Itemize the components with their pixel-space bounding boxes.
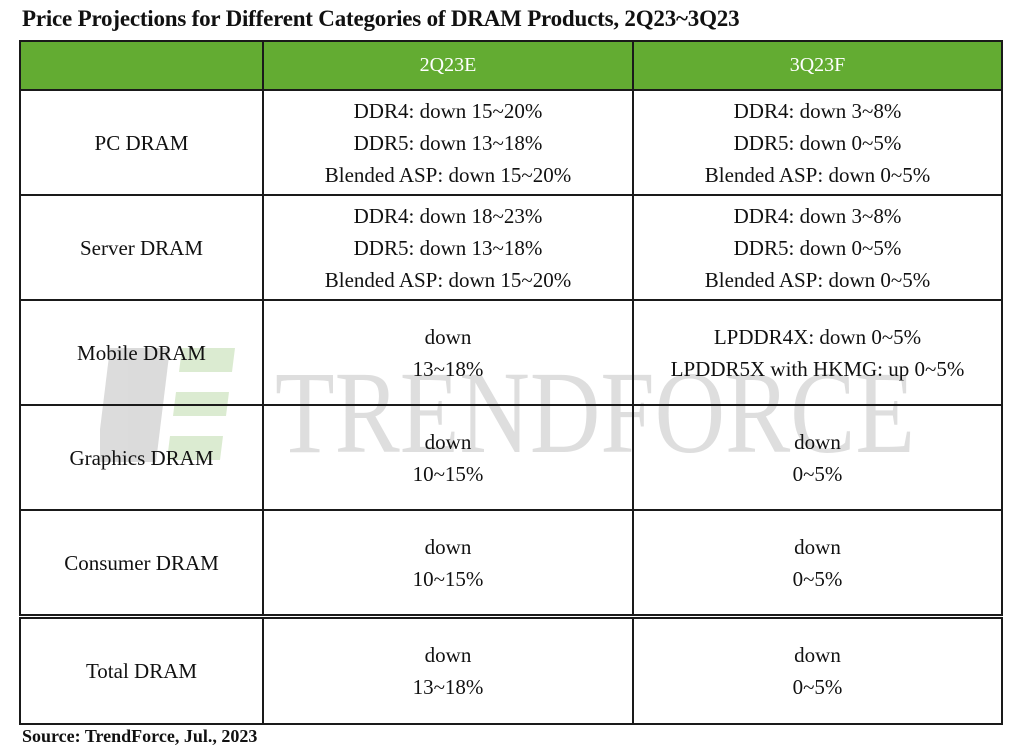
source-note: Source: TrendForce, Jul., 2023 (22, 726, 258, 746)
cell-line: DDR5: down 13~18% (353, 130, 543, 155)
cell-2q23e: down 13~18% (262, 614, 634, 725)
cell-line: DDR4: down 15~20% (353, 98, 543, 123)
cell-3q23f: DDR4: down 3~8% DDR5: down 0~5% Blended … (632, 89, 1003, 196)
cell-line: DDR4: down 3~8% (733, 203, 902, 228)
cell-line: DDR5: down 0~5% (733, 235, 902, 260)
cell-2q23e: down 10~15% (262, 404, 634, 511)
table-row: PC DRAM DDR4: down 15~20% DDR5: down 13~… (19, 89, 1003, 196)
cell-line: down (794, 643, 841, 667)
cell-line: down (424, 643, 472, 667)
row-label-server-dram: Server DRAM (19, 194, 264, 301)
table-title: Price Projections for Different Categori… (22, 6, 740, 31)
header-cell-3q23f: 3Q23F (632, 40, 1003, 91)
row-label-graphics-dram: Graphics DRAM (19, 404, 264, 511)
cell-line: down (424, 534, 472, 559)
header-cell-2q23e: 2Q23E (262, 40, 634, 91)
row-label-pc-dram: PC DRAM (19, 89, 264, 196)
cell-2q23e: down 10~15% (262, 509, 634, 618)
cell-line: down (794, 429, 841, 454)
row-label-mobile-dram: Mobile DRAM (19, 299, 264, 406)
cell-line: 13~18% (412, 675, 484, 699)
cell-line: down (424, 324, 472, 349)
cell-2q23e: DDR4: down 15~20% DDR5: down 13~18% Blen… (262, 89, 634, 196)
cell-3q23f: LPDDR4X: down 0~5% LPDDR5X with HKMG: up… (632, 299, 1003, 406)
header-cell-category (19, 40, 264, 91)
table-row: Mobile DRAM down 13~18% LPDDR4X: down 0~… (19, 299, 1003, 406)
cell-3q23f: DDR4: down 3~8% DDR5: down 0~5% Blended … (632, 194, 1003, 301)
row-label-consumer-dram: Consumer DRAM (19, 509, 264, 618)
cell-line: Blended ASP: down 0~5% (704, 162, 931, 187)
cell-3q23f: down 0~5% (632, 404, 1003, 511)
cell-line: 0~5% (792, 675, 843, 699)
cell-line: LPDDR5X with HKMG: up 0~5% (670, 356, 965, 381)
cell-line: 0~5% (792, 566, 843, 591)
cell-line: DDR4: down 3~8% (733, 98, 902, 123)
table-row: Consumer DRAM down 10~15% down 0~5% (19, 509, 1003, 618)
table-row: Graphics DRAM down 10~15% down 0~5% (19, 404, 1003, 511)
cell-line: down (794, 534, 841, 559)
dram-price-table: 2Q23E 3Q23F PC DRAM DDR4: down 15~20% DD… (19, 40, 1003, 725)
header-row: 2Q23E 3Q23F (19, 40, 1003, 91)
row-label-total-dram: Total DRAM (19, 614, 264, 725)
cell-line: 13~18% (412, 356, 484, 381)
cell-line: down (424, 429, 472, 454)
cell-3q23f: down 0~5% (632, 614, 1003, 725)
cell-line: Blended ASP: down 15~20% (324, 267, 572, 292)
cell-3q23f: down 0~5% (632, 509, 1003, 618)
cell-2q23e: DDR4: down 18~23% DDR5: down 13~18% Blen… (262, 194, 634, 301)
cell-line: DDR5: down 13~18% (353, 235, 543, 260)
table-row-total: Total DRAM down 13~18% down 0~5% (19, 614, 1003, 725)
cell-line: 0~5% (792, 461, 843, 486)
cell-line: Blended ASP: down 15~20% (324, 162, 572, 187)
cell-line: DDR5: down 0~5% (733, 130, 902, 155)
cell-line: DDR4: down 18~23% (353, 203, 543, 228)
cell-line: 10~15% (412, 566, 484, 591)
cell-line: Blended ASP: down 0~5% (704, 267, 931, 292)
cell-2q23e: down 13~18% (262, 299, 634, 406)
table-row: Server DRAM DDR4: down 18~23% DDR5: down… (19, 194, 1003, 301)
cell-line: LPDDR4X: down 0~5% (713, 324, 922, 349)
cell-line: 10~15% (412, 461, 484, 486)
